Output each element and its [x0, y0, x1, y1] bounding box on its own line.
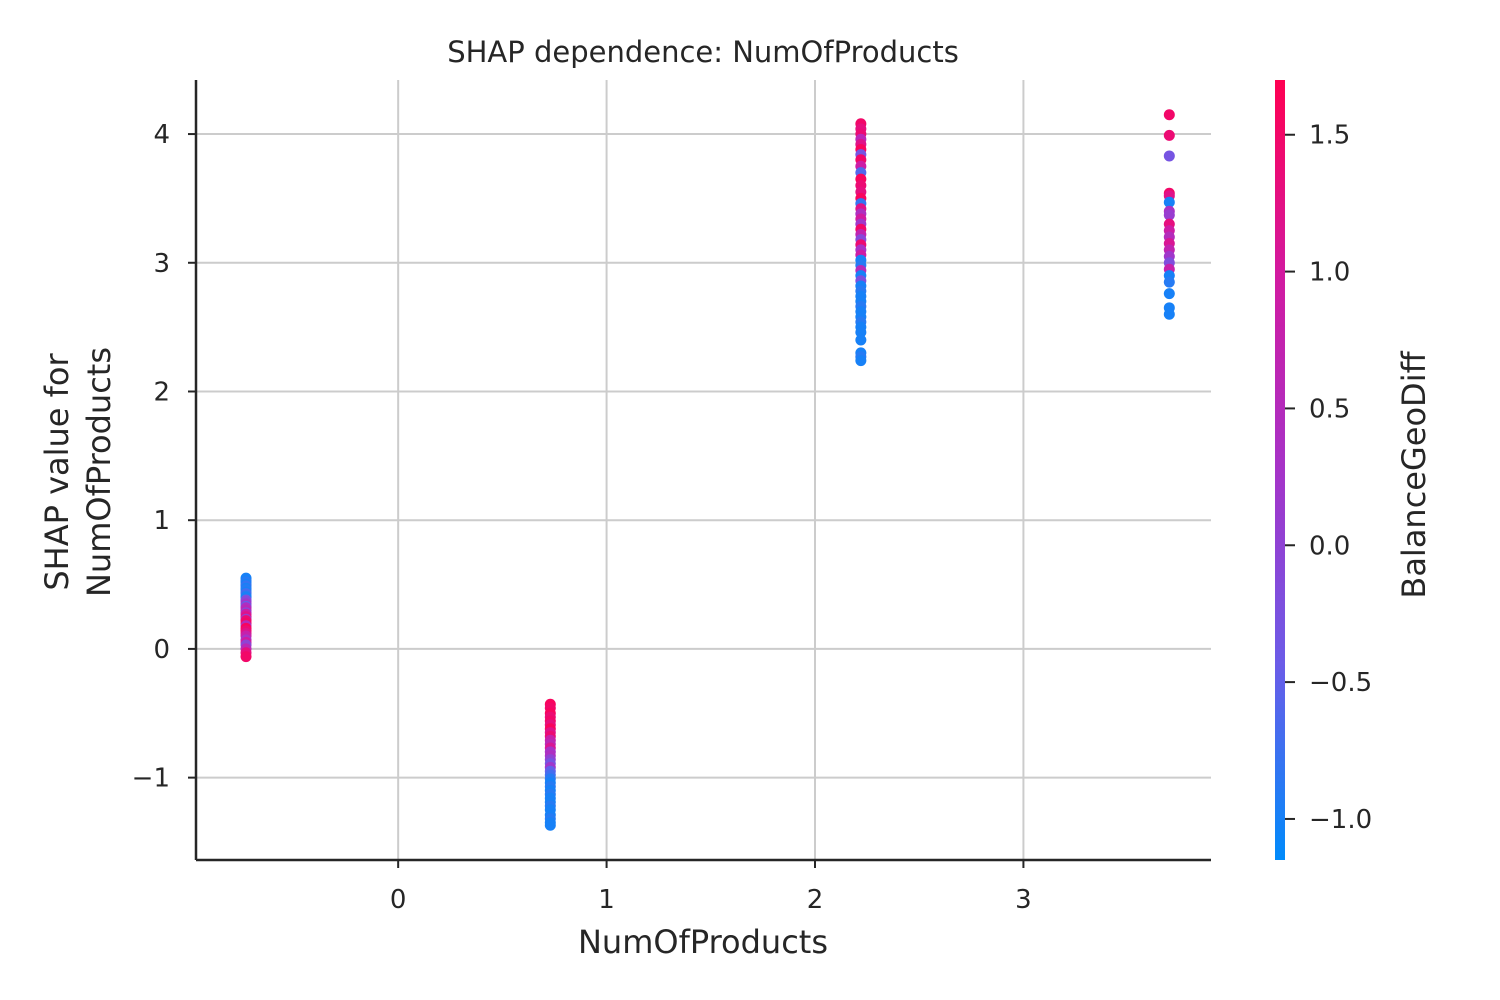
chart-title: SHAP dependence: NumOfProducts [447, 35, 959, 69]
scatter-point [1163, 288, 1175, 300]
colorbar-tick-label: 1.0 [1309, 258, 1350, 288]
colorbar-ticks: −1.0 −0.5 0.0 0.5 1.0 1.5 [1285, 121, 1372, 835]
y-axis-label-line-2: NumOfProducts [80, 347, 118, 597]
colorbar: −1.0 −0.5 0.0 0.5 1.0 1.5 BalanceGeoDiff [1275, 80, 1433, 860]
colorbar-gradient [1275, 80, 1285, 860]
colorbar-tick-label: 0.0 [1309, 531, 1350, 561]
scatter-point [1163, 276, 1175, 288]
scatter-point [1163, 109, 1175, 121]
scatter-point [1163, 129, 1175, 141]
scatter-point [1163, 209, 1175, 221]
x-ticks: 0 1 2 3 [390, 860, 1032, 915]
x-tick-label: 2 [807, 885, 824, 915]
scatter-point [1163, 308, 1175, 320]
colorbar-label: BalanceGeoDiff [1395, 350, 1433, 598]
axes [194, 80, 1211, 862]
scatter-point [855, 326, 867, 338]
colorbar-tick-label: −0.5 [1309, 668, 1372, 698]
scatter-point [1163, 150, 1175, 162]
y-axis-label-line-1: SHAP value for [38, 353, 76, 591]
scatter-point [240, 651, 252, 663]
scatter-point [855, 355, 867, 367]
colorbar-tick-label: −1.0 [1309, 805, 1372, 835]
y-tick-label: 1 [153, 506, 170, 536]
scatter-point [1163, 196, 1175, 208]
y-ticks: −1 0 1 2 3 4 [132, 120, 196, 794]
x-tick-label: 1 [598, 885, 615, 915]
y-tick-label: 0 [153, 635, 170, 665]
colorbar-tick-label: 0.5 [1309, 394, 1350, 424]
y-tick-label: 2 [153, 377, 170, 407]
scatter-points [240, 109, 1175, 831]
x-tick-label: 3 [1015, 885, 1032, 915]
y-axis-label: SHAP value for NumOfProducts [38, 347, 118, 597]
scatter-point [544, 819, 556, 831]
y-tick-label: 4 [153, 120, 170, 150]
x-tick-label: 0 [390, 885, 407, 915]
colorbar-tick-label: 1.5 [1309, 121, 1350, 151]
x-axis-label: NumOfProducts [578, 923, 828, 961]
grid-lines [196, 80, 1211, 860]
y-tick-label: 3 [153, 249, 170, 279]
y-tick-label: −1 [132, 764, 170, 794]
scatter-point [855, 334, 867, 346]
